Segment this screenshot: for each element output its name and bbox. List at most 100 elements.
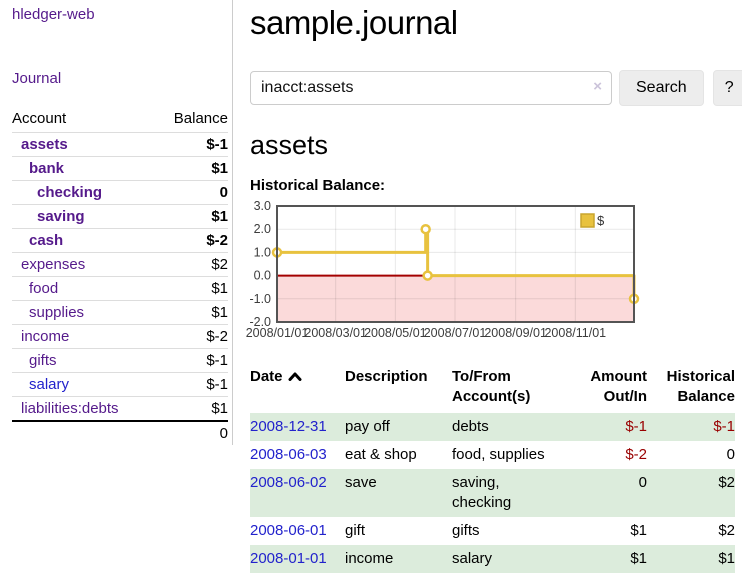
accounts-total-spacer [12,420,156,445]
register-description: pay off [345,418,390,436]
account-balance: $-1 [155,348,228,373]
account-balance: 0 [155,180,228,205]
main-content: sample.journal × Search ? assets Histori… [233,0,742,573]
search-button[interactable]: Search [619,70,704,107]
register-accounts: food, supplies [452,446,545,464]
register-description: gift [345,521,366,539]
account-link[interactable]: food [29,280,59,297]
account-row: checking 0 [12,180,228,205]
register-date-link[interactable]: 2008-06-03 [250,446,327,464]
account-balance: $-1 [155,132,228,157]
historical-balance-chart: $3.0 2.0 1.0 0.0 -1.0 -2.0 2008/01/01 2008/03/0… [246,199,742,343]
register-balance: $2 [718,521,735,539]
account-heading: assets [250,130,329,161]
account-row: gifts $-1 [12,348,228,373]
search-row: × Search ? [250,70,742,107]
register-description: eat & shop [345,446,417,464]
register-amount: 0 [638,474,647,492]
accounts-total-row: 0 [12,420,228,445]
register-row: 2008-06-02 save saving, checking 0 $2 [250,469,735,517]
register-row: 2008-12-31 pay off debts $-1 $-1 [250,413,735,442]
account-row: cash $-2 [12,228,228,253]
register-header-amount: Amount Out/In [590,367,647,405]
accounts-total-value: 0 [155,420,228,445]
register-amount: $1 [630,521,647,539]
chart-title: Historical Balance: [250,176,386,194]
register-table: Date Description To/From Account(s) Amou… [250,365,735,573]
account-link[interactable]: checking [37,184,103,201]
account-balance: $-2 [155,324,228,349]
account-row: saving $1 [12,204,228,229]
brand-link[interactable]: hledger-web [12,6,95,23]
register-accounts: debts [452,418,489,436]
register-body: 2008-12-31 pay off debts $-1 $-1 2008-06… [250,413,735,573]
account-balance: $2 [155,252,228,277]
account-row: expenses $2 [12,252,228,277]
account-balance: $-2 [155,228,228,253]
journal-nav: Journal [12,70,228,87]
account-link[interactable]: expenses [21,256,86,273]
svg-text:2.0: 2.0 [254,222,271,236]
register-balance: $1 [718,549,735,567]
register-row: 2008-06-03 eat & shop food, supplies $-2… [250,441,735,469]
register-amount: $-1 [625,418,647,436]
register-row: 2008-01-01 income salary $1 $1 [250,544,735,573]
register-amount: $1 [630,549,647,567]
svg-text:2008/03/01: 2008/03/01 [304,326,367,340]
account-link[interactable]: assets [21,136,68,153]
svg-text:2008/01/01: 2008/01/01 [246,326,309,340]
register-header-accounts: To/From Account(s) [452,367,531,405]
svg-text:2008/07/01: 2008/07/01 [424,326,487,340]
register-balance: $-1 [713,418,735,436]
account-balance: $1 [155,396,228,421]
account-balance: $1 [155,156,228,181]
accounts-header-account: Account [12,110,67,127]
search-input[interactable] [250,71,612,106]
register-date-link[interactable]: 2008-01-01 [250,549,327,567]
register-accounts: salary [452,549,493,567]
sidebar-journal-link[interactable]: Journal [12,70,62,87]
sidebar: hledger-web Journal Account Balance asse… [0,0,233,445]
account-link[interactable]: cash [29,232,64,249]
svg-text:3.0: 3.0 [254,199,271,213]
account-balance: $1 [155,276,228,301]
accounts-header-balance: Balance [173,110,228,127]
register-description: save [345,474,377,492]
register-date-link[interactable]: 2008-06-01 [250,521,327,539]
account-row: assets $-1 [12,132,228,157]
register-date-link[interactable]: 2008-12-31 [250,418,327,436]
page-title: sample.journal [250,4,458,41]
sort-ascending-icon [288,372,302,381]
account-row: food $1 [12,276,228,301]
account-row: salary $-1 [12,372,228,397]
account-link[interactable]: salary [29,376,70,393]
brand: hledger-web [12,6,228,23]
clear-search-icon[interactable]: × [593,78,602,96]
register-date-link[interactable]: 2008-06-02 [250,474,327,492]
register-balance: $2 [718,474,735,492]
balance-chart-svg: $3.0 2.0 1.0 0.0 -1.0 -2.02008/01/012008/03/0… [246,199,640,340]
account-row: supplies $1 [12,300,228,325]
register-header-description: Description [345,367,428,385]
account-link[interactable]: liabilities:debts [21,400,119,417]
register-description: income [345,549,394,567]
register-header-balance: Historical Balance [666,367,735,405]
help-button[interactable]: ? [712,70,742,107]
svg-text:2008/09/01: 2008/09/01 [484,326,547,340]
register-row: 2008-06-01 gift gifts $1 $2 [250,517,735,545]
account-link[interactable]: saving [37,208,85,225]
sidebar-accounts-body: assets $-1 bank $1 checking 0 saving $1 … [12,132,228,421]
register-balance: 0 [726,446,735,464]
accounts-table: Account Balance assets $-1 bank $1 check… [12,108,228,445]
register-accounts: gifts [452,521,480,539]
account-link[interactable]: gifts [29,352,57,369]
account-link[interactable]: bank [29,160,65,177]
account-link[interactable]: supplies [29,304,85,321]
svg-text:0.0: 0.0 [254,268,271,282]
account-link[interactable]: income [21,328,70,345]
svg-text:-1.0: -1.0 [249,291,271,305]
register-amount: $-2 [625,446,647,464]
register-header-date[interactable]: Date [250,365,345,414]
account-balance: $-1 [155,372,228,397]
